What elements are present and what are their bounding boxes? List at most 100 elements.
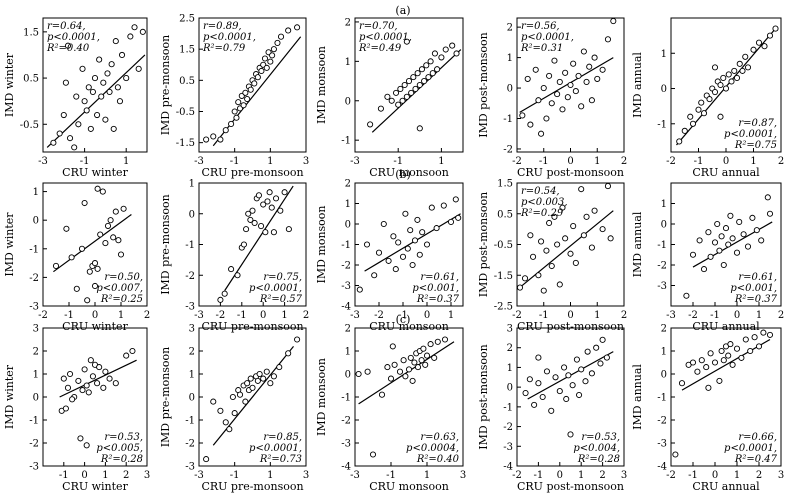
data-point	[87, 125, 94, 132]
data-point	[110, 234, 117, 241]
data-point	[401, 81, 408, 89]
data-point	[573, 356, 580, 363]
data-point	[266, 189, 273, 196]
data-point	[81, 98, 88, 105]
data-point	[75, 377, 82, 384]
data-point	[421, 78, 428, 85]
stat-r: r=0.53,	[104, 432, 143, 443]
data-point	[228, 120, 235, 128]
data-point	[363, 241, 371, 248]
data-point	[718, 347, 725, 355]
data-point	[123, 75, 130, 82]
x-tick-label: -2	[512, 156, 522, 167]
y-tick-label: 0	[189, 393, 195, 404]
data-point	[390, 233, 397, 240]
data-point	[418, 66, 426, 73]
data-point	[535, 97, 542, 104]
x-tick-label: 1	[123, 156, 129, 167]
x-tick-label: -2	[512, 310, 522, 321]
data-point	[221, 290, 228, 297]
y-tick-label: -3	[341, 439, 351, 450]
data-point	[380, 220, 387, 228]
data-point	[556, 388, 563, 395]
data-point	[231, 410, 238, 417]
x-tick-label: 1	[578, 470, 584, 481]
stat-r: r=0.53,	[581, 432, 620, 443]
stat-R2: R²=0.40	[46, 43, 90, 54]
regression-line	[46, 54, 146, 148]
data-point	[123, 352, 130, 359]
data-point	[355, 370, 362, 378]
data-point	[530, 253, 537, 260]
data-point	[583, 213, 590, 220]
data-point	[267, 58, 274, 65]
data-point	[711, 359, 719, 366]
data-point	[722, 85, 730, 92]
x-tick-label: -1	[230, 156, 240, 167]
data-point	[56, 130, 63, 137]
x-tick-label: -2	[666, 470, 676, 481]
data-point	[588, 97, 595, 104]
data-point	[703, 364, 710, 371]
data-point	[242, 89, 249, 96]
data-point	[540, 287, 547, 294]
y-axis-label: IMD monsoon	[315, 205, 328, 283]
data-point	[263, 368, 270, 375]
data-point	[423, 62, 430, 69]
data-point	[599, 336, 606, 343]
data-point	[700, 266, 708, 273]
data-point	[543, 115, 550, 122]
y-tick-label: -3	[29, 462, 39, 473]
data-point	[127, 33, 134, 40]
y-axis-label: IMD winter	[3, 52, 16, 117]
data-point	[389, 343, 396, 350]
data-point	[62, 79, 69, 86]
y-tick-label: -2	[341, 261, 351, 272]
data-point	[758, 237, 765, 244]
x-tick-label: 1	[750, 156, 756, 167]
data-point	[452, 196, 459, 203]
x-tick-label: 2	[621, 310, 627, 321]
y-tick-label: -1	[657, 393, 667, 404]
y-tick-label: -1	[341, 240, 351, 251]
data-point	[551, 57, 558, 64]
y-tick-label: -2	[341, 416, 351, 427]
x-axis-label: CRU monsoon	[369, 166, 449, 179]
y-tick-label: -1	[29, 244, 39, 255]
x-tick-label: -1	[64, 310, 74, 321]
data-point	[254, 377, 261, 384]
data-point	[99, 188, 106, 195]
data-point	[260, 201, 267, 208]
data-point	[755, 39, 763, 46]
data-point	[83, 382, 90, 389]
data-point	[418, 357, 425, 364]
y-tick-label: 1	[507, 363, 513, 374]
regression-line	[692, 221, 773, 268]
data-point	[62, 405, 69, 412]
data-point	[543, 247, 550, 254]
data-point	[524, 75, 531, 82]
data-point	[258, 67, 265, 75]
data-point	[742, 53, 749, 60]
data-point	[244, 95, 251, 103]
data-point	[94, 380, 101, 387]
data-point	[272, 195, 280, 202]
data-point	[559, 106, 566, 113]
y-tick-label: -1.5	[176, 138, 195, 149]
data-point	[268, 204, 275, 211]
stat-r: r=0.56,	[521, 21, 560, 32]
data-point	[556, 78, 563, 86]
data-point	[276, 364, 283, 371]
y-tick-label: 3	[507, 324, 513, 335]
y-tick-label: 0	[507, 383, 513, 394]
y-tick-label: 1.5	[179, 45, 195, 56]
data-point	[73, 285, 80, 292]
data-point	[69, 396, 76, 403]
data-point	[407, 227, 414, 234]
data-point	[86, 268, 93, 275]
y-tick-label: -1	[503, 402, 513, 413]
x-tick-label: -3	[194, 310, 204, 321]
x-tick-label: -1	[393, 156, 403, 167]
data-point	[565, 372, 572, 379]
